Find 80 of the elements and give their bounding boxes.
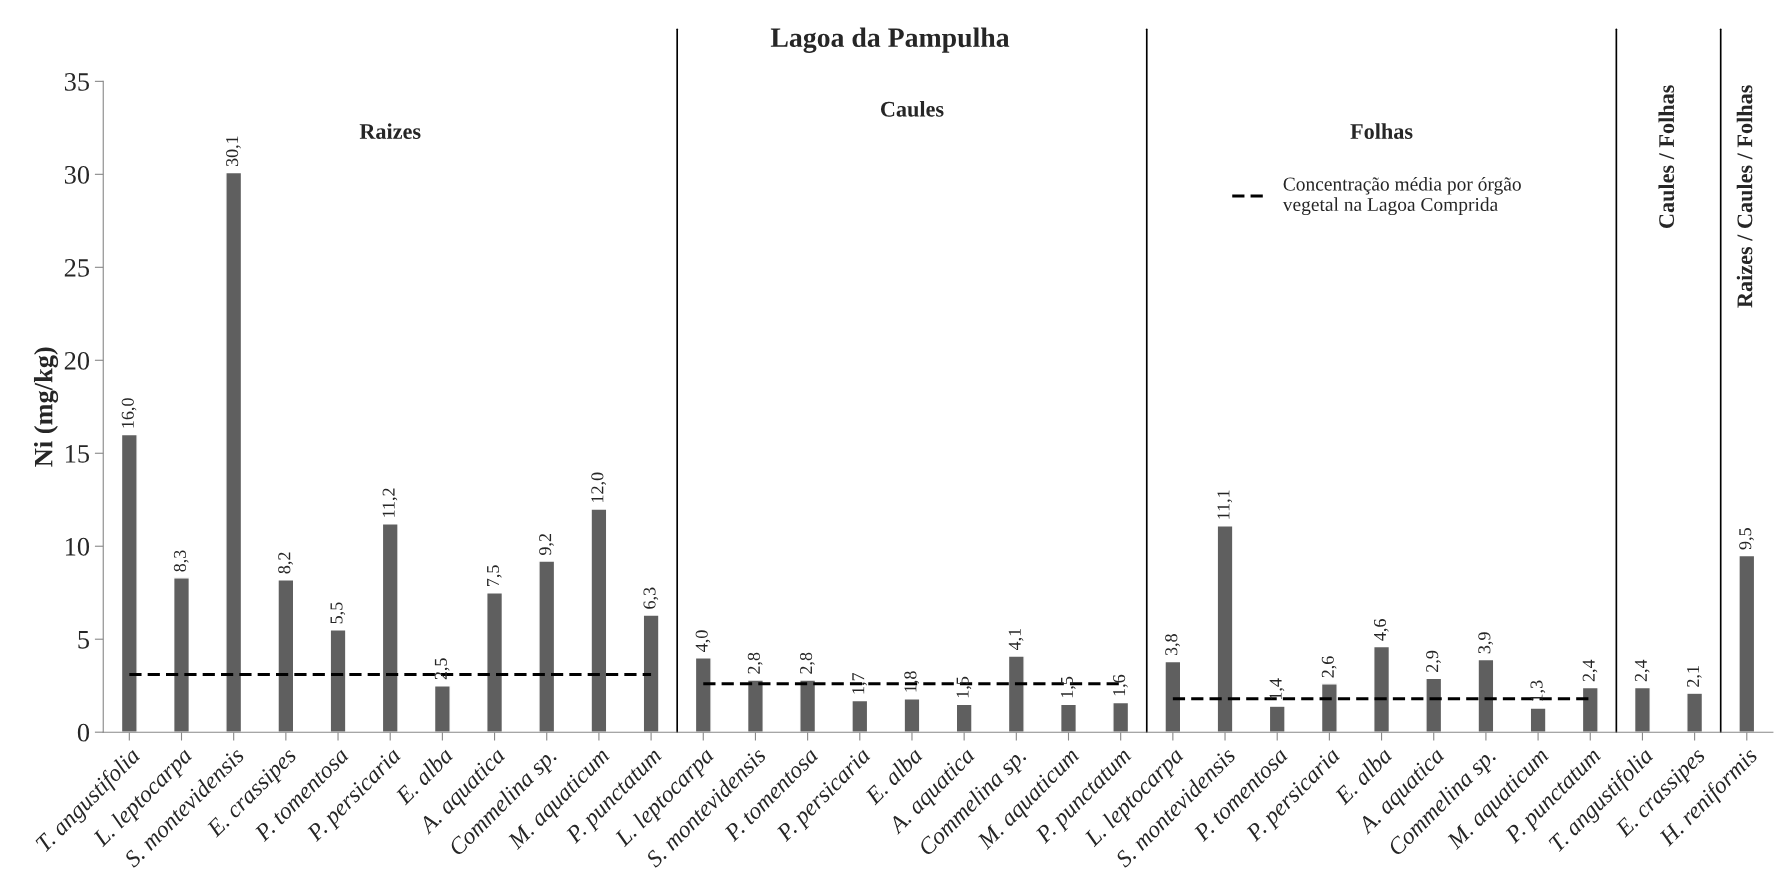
y-tick-label: 30 (64, 165, 90, 184)
bar (329, 629, 347, 733)
data-label: 8,3 (173, 550, 189, 572)
data-label: 2,4 (1582, 659, 1598, 682)
bar (1529, 707, 1547, 733)
annotation: Caules / Folhas (1658, 85, 1675, 228)
annotation: Folhas (1350, 123, 1413, 139)
bar (955, 703, 973, 733)
y-tick-label: 5 (78, 631, 90, 649)
data-label: 11,1 (1217, 490, 1233, 519)
data-label: 1,8 (904, 671, 920, 692)
annotation: Raizes (359, 123, 421, 139)
y-tick-label: 20 (64, 351, 90, 370)
y-tick-label: 35 (64, 73, 90, 91)
data-label: 1,5 (1060, 676, 1076, 698)
bar (1059, 703, 1078, 733)
bar (433, 685, 451, 733)
data-label: 3,9 (1478, 632, 1494, 654)
bar (903, 698, 921, 733)
bar (1425, 677, 1443, 733)
y-tick-label: 0 (77, 723, 90, 742)
y-tick-label: 10 (65, 537, 90, 556)
bar (1216, 525, 1234, 733)
data-label: 2,9 (1426, 650, 1441, 672)
bar (1581, 686, 1599, 733)
annotation: Caules (880, 101, 944, 117)
data-label: 5,5 (330, 602, 346, 624)
bar (381, 523, 399, 733)
bar (694, 657, 712, 733)
bar (1112, 701, 1130, 733)
data-label: 1,3 (1530, 680, 1546, 701)
bar (1164, 660, 1182, 733)
bar (799, 679, 817, 733)
y-tick-label: 15 (65, 444, 90, 463)
bar (1686, 692, 1704, 733)
data-label: 2,1 (1687, 666, 1702, 687)
data-label: 2,4 (1634, 659, 1650, 682)
data-label: 2,8 (799, 652, 815, 674)
chart-title: Lagoa da Pampulha (770, 27, 1010, 53)
data-label: 1,6 (1113, 674, 1128, 696)
y-axis-title: Ni (mg/kg) (33, 347, 59, 467)
bar (1007, 655, 1025, 733)
data-label: 2,5 (434, 658, 450, 680)
data-label: 3,8 (1165, 634, 1180, 656)
bar (277, 579, 295, 733)
data-label: 2,6 (1321, 656, 1337, 678)
data-label: 1,4 (1269, 678, 1285, 700)
bar (1373, 645, 1391, 733)
bar (642, 614, 660, 733)
data-label: 9,2 (539, 533, 554, 555)
data-label: 7,5 (487, 565, 502, 586)
bar (486, 592, 504, 733)
bar (172, 577, 191, 733)
bar (851, 699, 869, 733)
data-label: 1,7 (852, 672, 867, 694)
bar (1320, 683, 1338, 733)
bar (538, 560, 556, 733)
data-label: 8,2 (278, 552, 293, 574)
data-label: 6,3 (643, 587, 659, 609)
data-label: 1,5 (956, 676, 972, 698)
data-label: 16,0 (121, 398, 137, 428)
data-label: 9,5 (1739, 528, 1754, 550)
data-label: 4,6 (1373, 619, 1389, 641)
bar (746, 679, 764, 733)
data-label: 11,2 (382, 488, 398, 517)
bar (1633, 686, 1651, 733)
data-label: 2,8 (747, 652, 763, 674)
y-tick-label: 25 (64, 258, 90, 277)
bar (1268, 705, 1286, 733)
legend-label: Concentração média por órgão vegetal na Lagoa Comprida (1282, 176, 1521, 216)
bar (120, 433, 138, 733)
annotation: Raizes / Caules / Folhas (1736, 85, 1753, 308)
bar (1738, 554, 1756, 733)
data-label: 4,1 (1008, 628, 1024, 651)
data-label: 30,1 (226, 136, 241, 167)
bar (225, 171, 243, 733)
data-label: 4,0 (695, 630, 711, 652)
bar (1477, 658, 1495, 733)
bar (590, 508, 608, 733)
data-label: 12,0 (591, 472, 607, 502)
